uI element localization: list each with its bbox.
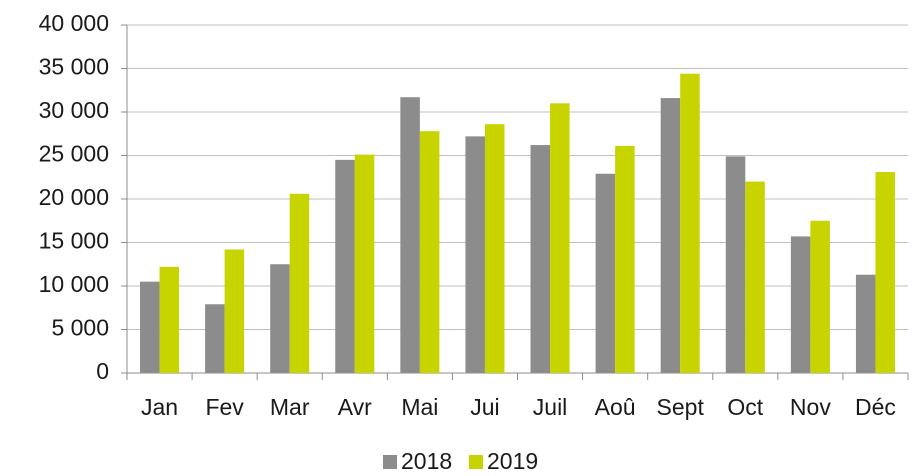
x-tick-label: Mar [270,394,310,420]
bar [465,136,485,373]
bar [335,159,355,373]
y-tick-label: 40 000 [39,10,109,36]
bar [790,236,811,373]
bar [725,156,746,373]
bar [875,172,895,373]
bar [530,145,551,373]
bar [270,264,290,373]
x-tick-label: Fev [205,394,244,420]
bar [484,124,505,374]
bar [615,145,635,373]
legend-label: 2019 [487,448,538,474]
y-tick-label: 0 [96,358,109,384]
x-tick-label: Mai [401,394,438,420]
y-tick-label: 25 000 [39,141,109,167]
y-tick-label: 35 000 [39,54,109,80]
bar [660,98,681,373]
bar [855,274,876,373]
bar [680,73,700,373]
y-tick-label: 20 000 [39,184,109,210]
legend-label: 2018 [401,448,452,474]
bar [289,193,310,373]
bar [745,181,765,373]
bar [205,304,225,373]
x-tick-label: Aoû [595,394,636,420]
y-tick-label: 10 000 [39,271,109,297]
x-tick-label: Avr [338,394,372,420]
bar [419,131,440,373]
x-tick-label: Sept [657,394,705,420]
x-tick-label: Déc [855,394,896,420]
bar [140,281,160,373]
x-tick-label: Oct [727,394,763,420]
legend-swatch [383,455,397,469]
y-tick-label: 5 000 [51,315,109,341]
x-tick-label: Nov [790,394,831,420]
bar [400,97,420,374]
x-tick-label: Juil [533,394,568,420]
x-tick-label: Jan [141,394,178,420]
legend-swatch [469,455,483,469]
bar [354,154,375,373]
bar [159,266,180,373]
x-tick-label: Jui [470,394,499,420]
bar [595,173,616,373]
bar [550,103,570,374]
bar [810,220,830,373]
y-tick-label: 15 000 [39,228,109,254]
y-tick-label: 30 000 [39,97,109,123]
bar [224,249,245,373]
